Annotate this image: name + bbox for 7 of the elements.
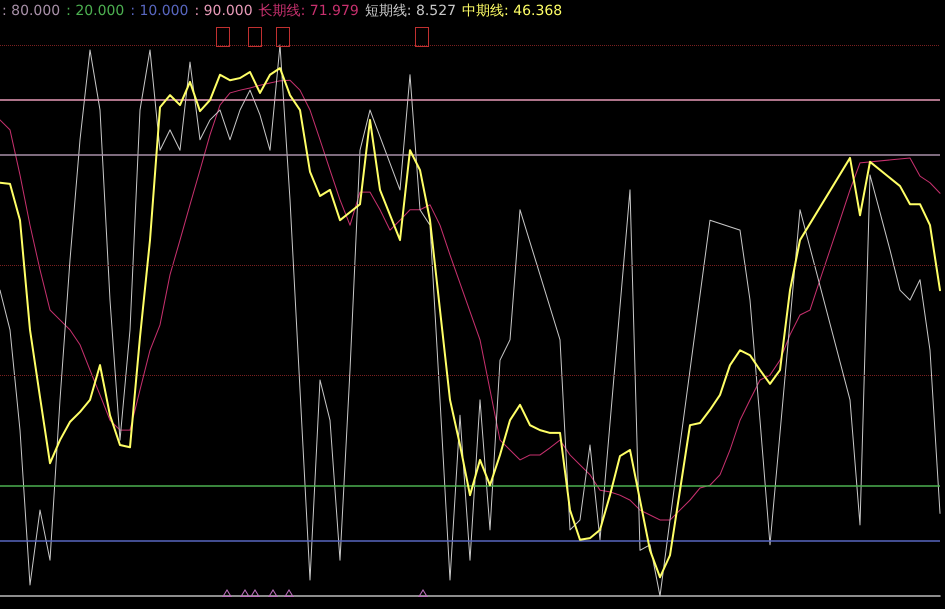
ref-line-label: : 10.000 <box>130 3 188 19</box>
ref-line-label: : 20.000 <box>66 3 124 19</box>
text: 长期线: 71.979 <box>258 3 359 19</box>
ref-line-label: : 80.000 <box>2 3 60 19</box>
text: 中期线: 46.368 <box>462 3 562 19</box>
text: 短期线: 8.527 <box>364 3 456 19</box>
ref-line-label: : 90.000 <box>194 3 253 19</box>
